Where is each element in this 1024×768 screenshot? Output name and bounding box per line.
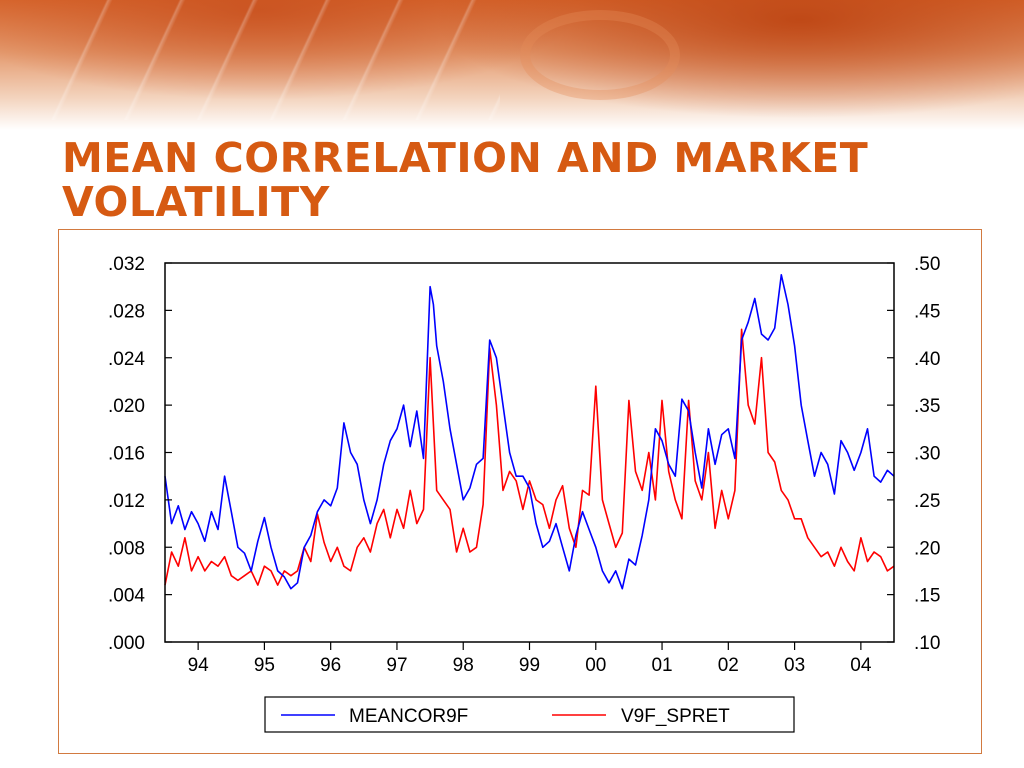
x-tick-label: 03	[784, 655, 805, 676]
legend-box	[264, 696, 795, 733]
x-tick-label: 97	[386, 655, 407, 676]
series-line-meancor9f	[164, 273, 895, 590]
right-axis: .10 .15 .20 .25 .30 .35 .40 .45 .50	[887, 254, 940, 654]
left-axis: .000 .004 .008 .012 .016 .020 .024 .028 .032	[108, 254, 172, 654]
x-tick-label: 95	[254, 655, 275, 676]
x-tick-label: 94	[188, 655, 210, 676]
slide-title: MEAN CORRELATION AND MARKET VOLATILITY	[62, 134, 869, 226]
left-tick-label: .028	[108, 301, 145, 322]
right-tick-label: .20	[914, 538, 940, 559]
header-banner-image	[0, 0, 1024, 130]
series-line-v9f-spret	[164, 328, 895, 586]
x-tick-label: 02	[718, 655, 739, 676]
left-tick-label: .000	[108, 633, 145, 654]
x-axis: 94 95 96 97 98 99 00 01 02 03 04	[188, 642, 872, 676]
x-tick-label: 04	[850, 655, 872, 676]
chart-frame: .000 .004 .008 .012 .016 .020 .024 .028 .032 .10…	[58, 229, 982, 754]
x-tick-label: 98	[453, 655, 474, 676]
right-tick-label: .45	[914, 301, 940, 322]
left-tick-label: .004	[108, 586, 145, 607]
left-tick-label: .008	[108, 538, 145, 559]
left-tick-label: .012	[108, 491, 145, 512]
right-tick-label: .50	[914, 254, 940, 275]
left-tick-label: .024	[108, 349, 145, 370]
left-tick-label: .032	[108, 254, 145, 275]
legend-label-meancor9f: MEANCOR9F	[349, 706, 468, 727]
legend-label-v9f-spret: V9F_SPRET	[621, 706, 730, 727]
plot-area-border	[164, 262, 895, 643]
right-tick-label: .10	[914, 633, 940, 654]
right-tick-label: .15	[914, 586, 940, 607]
x-tick-label: 96	[320, 655, 341, 676]
right-tick-label: .25	[914, 491, 940, 512]
legend: MEANCOR9F V9F_SPRET	[264, 696, 795, 733]
x-tick-label: 01	[651, 655, 672, 676]
x-tick-label: 00	[585, 655, 606, 676]
plot-content	[164, 273, 895, 590]
left-tick-label: .020	[108, 396, 145, 417]
left-tick-label: .016	[108, 444, 145, 465]
right-tick-label: .35	[914, 396, 940, 417]
x-tick-label: 99	[519, 655, 540, 676]
right-tick-label: .30	[914, 444, 940, 465]
right-tick-label: .40	[914, 349, 940, 370]
line-chart: .000 .004 .008 .012 .016 .020 .024 .028 .032 .10…	[108, 254, 940, 733]
